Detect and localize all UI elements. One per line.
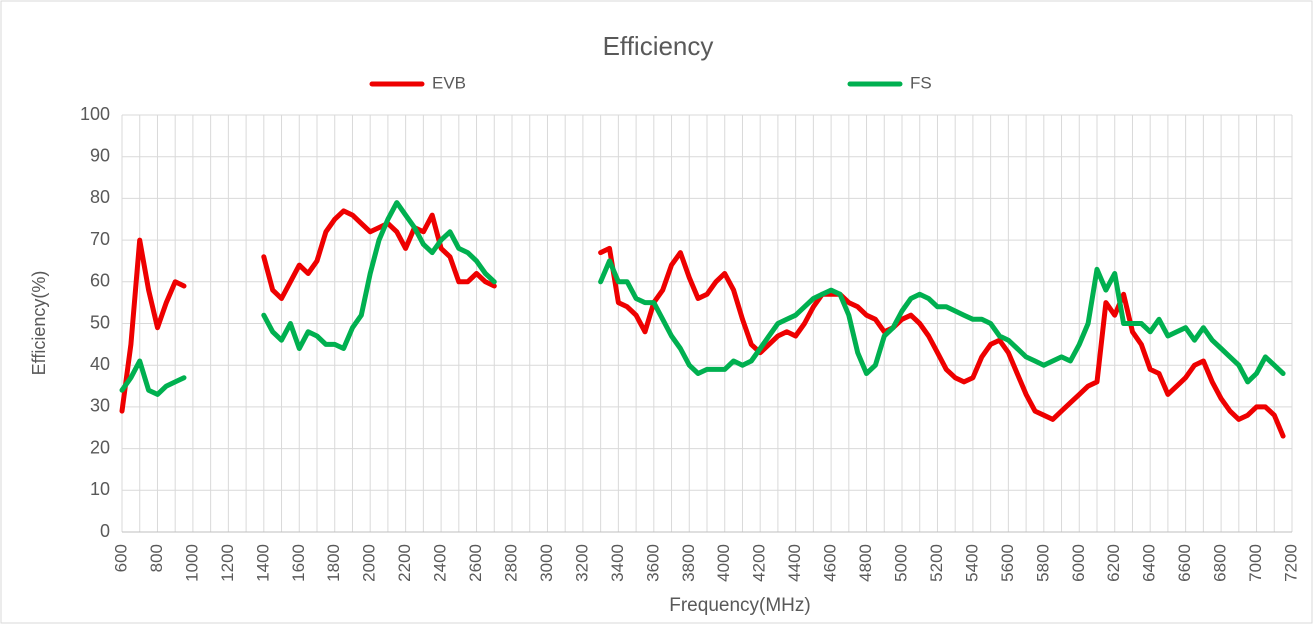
x-tick-label: 1400	[253, 544, 272, 582]
x-tick-label: 4400	[785, 544, 804, 582]
x-tick-label: 1200	[218, 544, 237, 582]
x-tick-label: 1600	[289, 544, 308, 582]
y-tick-label: 90	[90, 145, 110, 165]
x-tick-label: 1000	[182, 544, 201, 582]
y-tick-label: 30	[90, 396, 110, 416]
x-tick-label: 2800	[501, 544, 520, 582]
y-axis-label: Efficiency(%)	[29, 271, 49, 376]
x-tick-label: 4200	[750, 544, 769, 582]
y-tick-label: 0	[100, 521, 110, 541]
x-tick-label: 7000	[1246, 544, 1265, 582]
x-tick-label: 3600	[643, 544, 662, 582]
x-tick-label: 3000	[537, 544, 556, 582]
y-tick-label: 50	[90, 312, 110, 332]
x-tick-label: 6600	[1175, 544, 1194, 582]
x-tick-label: 4000	[714, 544, 733, 582]
x-tick-label: 5000	[891, 544, 910, 582]
y-tick-label: 40	[90, 354, 110, 374]
y-tick-label: 70	[90, 229, 110, 249]
x-tick-label: 5400	[962, 544, 981, 582]
y-tick-label: 60	[90, 271, 110, 291]
x-tick-label: 5600	[998, 544, 1017, 582]
y-tick-label: 100	[80, 104, 110, 124]
x-tick-label: 7200	[1281, 544, 1300, 582]
x-tick-label: 2000	[360, 544, 379, 582]
series-line	[119, 208, 1286, 439]
x-tick-label: 2200	[395, 544, 414, 582]
x-tick-label: 1800	[324, 544, 343, 582]
x-tick-label: 6200	[1104, 544, 1123, 582]
x-tick-label: 6800	[1211, 544, 1230, 582]
x-tick-label: 800	[147, 544, 166, 572]
x-tick-label: 3400	[608, 544, 627, 582]
x-axis-label: Frequency(MHz)	[669, 595, 810, 616]
y-tick-label: 80	[90, 187, 110, 207]
x-tick-label: 600	[111, 544, 130, 572]
x-tick-label: 6000	[1069, 544, 1088, 582]
y-tick-label: 10	[90, 479, 110, 499]
x-tick-label: 2600	[466, 544, 485, 582]
x-tick-label: 4800	[856, 544, 875, 582]
series-line	[119, 200, 1286, 397]
x-tick-label: 6400	[1140, 544, 1159, 582]
x-tick-label: 4600	[821, 544, 840, 582]
x-tick-label: 5800	[1033, 544, 1052, 582]
x-tick-label: 5200	[927, 544, 946, 582]
x-tick-label: 2400	[431, 544, 450, 582]
y-tick-label: 20	[90, 437, 110, 457]
legend-label: FS	[910, 73, 932, 92]
x-tick-label: 3200	[572, 544, 591, 582]
legend-label: EVB	[432, 73, 466, 92]
chart-title: Efficiency	[603, 31, 714, 61]
x-tick-label: 3800	[679, 544, 698, 582]
